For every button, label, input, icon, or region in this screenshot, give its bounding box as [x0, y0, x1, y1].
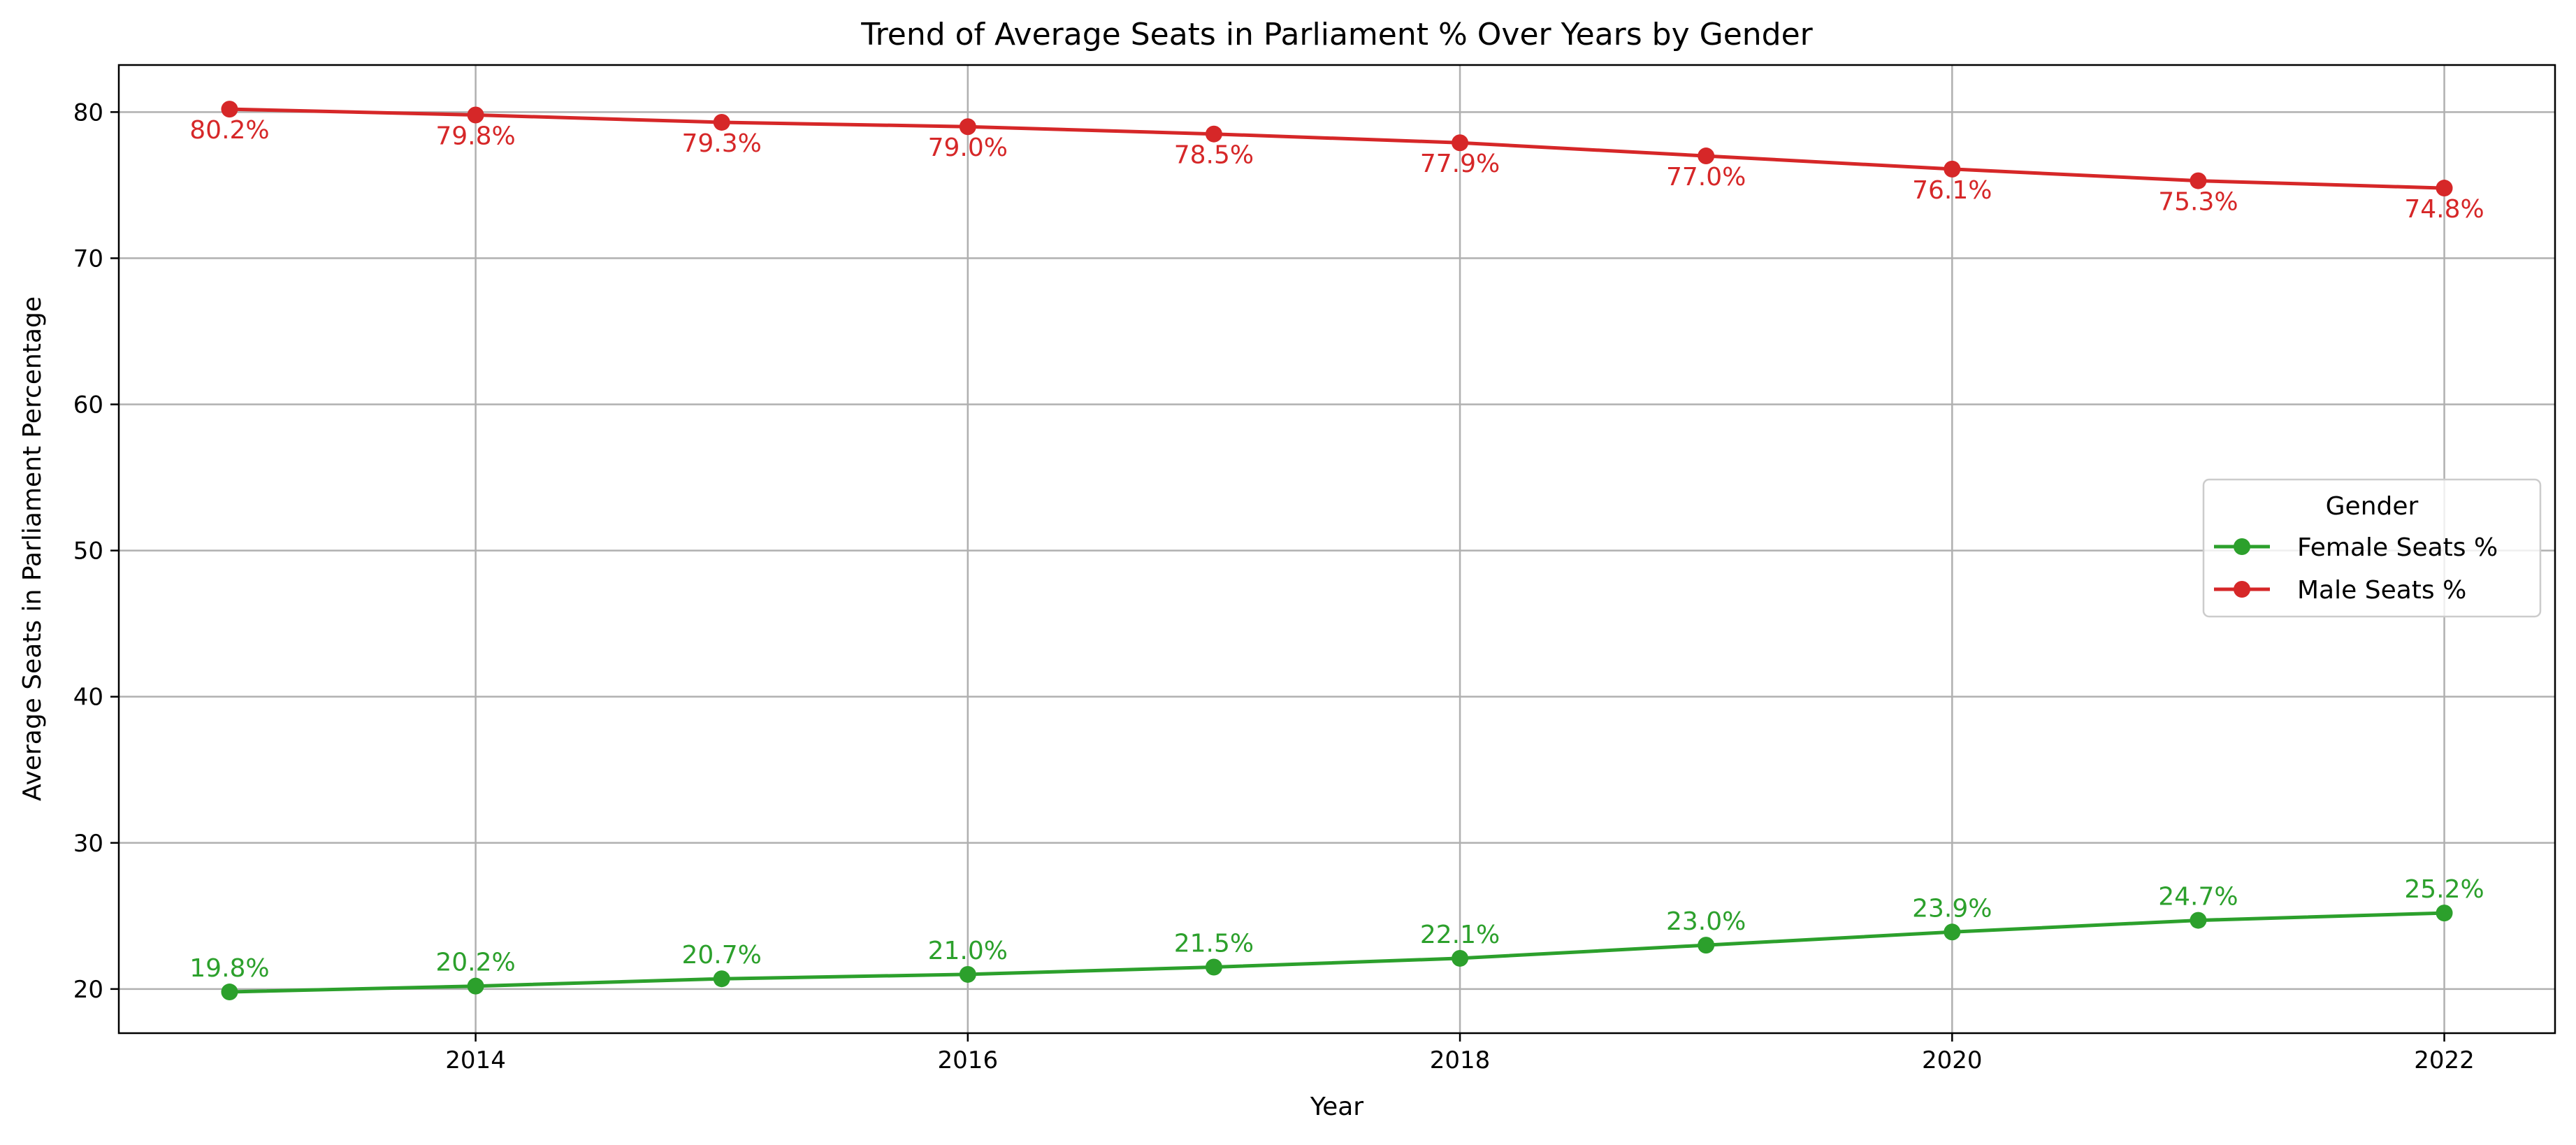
y-tick-label: 30 — [73, 830, 103, 858]
y-tick-label: 80 — [73, 99, 103, 127]
data-point-female — [2436, 905, 2453, 922]
data-label-female: 23.9% — [1912, 894, 1992, 923]
x-axis-label: Year — [1310, 1093, 1363, 1121]
legend-marker-female — [2234, 538, 2250, 555]
data-label-female: 21.5% — [1174, 929, 1254, 958]
legend-label-male: Male Seats % — [2297, 576, 2466, 605]
y-tick-label: 60 — [73, 391, 103, 419]
data-point-male — [467, 106, 484, 124]
y-tick-label: 70 — [73, 245, 103, 273]
data-point-male — [713, 113, 730, 131]
data-point-female — [1944, 923, 1961, 941]
data-label-female: 24.7% — [2158, 883, 2238, 912]
data-point-female — [1698, 937, 1715, 954]
chart-title: Trend of Average Seats in Parliament % O… — [860, 17, 1813, 52]
legend-marker-male — [2234, 581, 2250, 598]
series-line-male — [229, 107, 2445, 190]
data-label-male: 77.0% — [1666, 163, 1746, 192]
data-label-male: 80.2% — [189, 116, 269, 145]
y-tick-label: 50 — [73, 538, 103, 566]
legend-frame — [2202, 478, 2542, 618]
data-point-male — [1944, 160, 1961, 178]
series-female: 19.8% 20.2% 20.7% 21.0% 21.5% 22.1% 23.0% 23.9%… — [189, 875, 2484, 1001]
data-point-male — [959, 118, 976, 136]
legend-title: Gender — [2326, 492, 2419, 521]
data-point-female — [713, 970, 730, 988]
x-tick-label: 2014 — [445, 1046, 506, 1074]
data-label-female: 20.2% — [435, 949, 515, 977]
data-label-female: 22.1% — [1420, 921, 1500, 949]
data-point-female — [221, 984, 238, 1001]
data-point-female — [2190, 912, 2207, 929]
series-male: 80.2% 79.8% 79.3% 79.0% 78.5% 77.9% 77.0% 76.1%… — [189, 101, 2484, 224]
x-tick-label: 2020 — [1922, 1046, 1983, 1074]
data-label-female: 19.8% — [189, 954, 269, 983]
data-label-female: 25.2% — [2404, 875, 2484, 904]
legend-label-female: Female Seats % — [2297, 533, 2498, 562]
data-label-male: 75.3% — [2158, 188, 2238, 217]
legend-entry-female: Female Seats % — [2214, 533, 2498, 562]
data-label-male: 79.3% — [682, 129, 762, 158]
data-label-female: 23.0% — [1666, 907, 1746, 936]
data-point-female — [467, 977, 484, 995]
data-point-male — [2436, 180, 2453, 197]
x-tick-label: 2022 — [2414, 1046, 2475, 1074]
data-label-male: 77.9% — [1420, 150, 1500, 178]
data-label-male: 74.8% — [2404, 195, 2484, 224]
data-point-male — [2190, 172, 2207, 189]
data-point-female — [1205, 958, 1222, 976]
data-label-female: 20.7% — [682, 941, 762, 970]
legend-entry-male: Male Seats % — [2214, 576, 2466, 605]
data-point-male — [1205, 125, 1222, 143]
legend: Gender Female Seats % Male Seats % — [2202, 478, 2542, 618]
series-line-female — [229, 911, 2445, 994]
series-group: 19.8% 20.2% 20.7% 21.0% 21.5% 22.1% 23.0% 23.9%… — [189, 101, 2484, 1001]
data-label-male: 78.5% — [1174, 141, 1254, 170]
data-label-male: 79.8% — [435, 122, 515, 151]
y-tick-label: 40 — [73, 684, 103, 712]
y-axis-label: Average Seats in Parliament Percentage — [18, 296, 47, 801]
x-tick-label: 2018 — [1430, 1046, 1491, 1074]
data-point-male — [1698, 147, 1715, 165]
data-point-male — [1452, 134, 1469, 152]
data-label-male: 79.0% — [928, 134, 1008, 162]
data-point-male — [221, 101, 238, 118]
data-label-male: 76.1% — [1912, 176, 1992, 205]
axis-ticks: 2014 2016 2018 2020 2022 20 30 40 50 60 70 80 — [73, 99, 2475, 1074]
data-point-female — [959, 965, 976, 983]
plot-frame — [117, 64, 2556, 1035]
x-tick-label: 2016 — [938, 1046, 999, 1074]
y-tick-label: 20 — [73, 976, 103, 1004]
data-label-female: 21.0% — [928, 937, 1008, 965]
data-point-female — [1452, 949, 1469, 967]
